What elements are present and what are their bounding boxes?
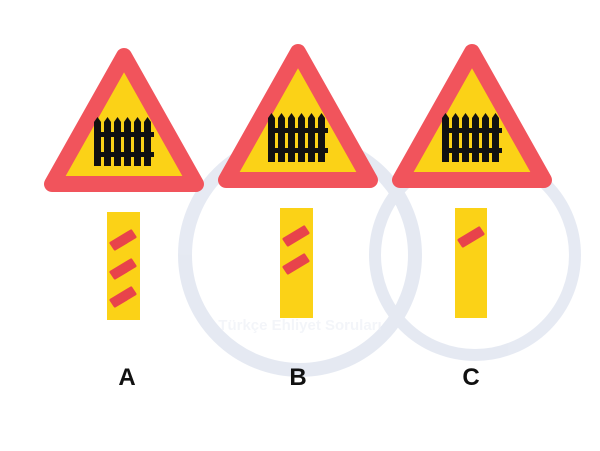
option-label: C bbox=[462, 364, 479, 391]
watermark-text: Türkçe Ehliyet Soruları bbox=[218, 317, 381, 334]
option-label: B bbox=[289, 364, 306, 391]
sign-a bbox=[52, 56, 196, 320]
option-label: A bbox=[118, 364, 135, 391]
sign-b bbox=[226, 52, 370, 318]
sign-c bbox=[400, 52, 544, 318]
